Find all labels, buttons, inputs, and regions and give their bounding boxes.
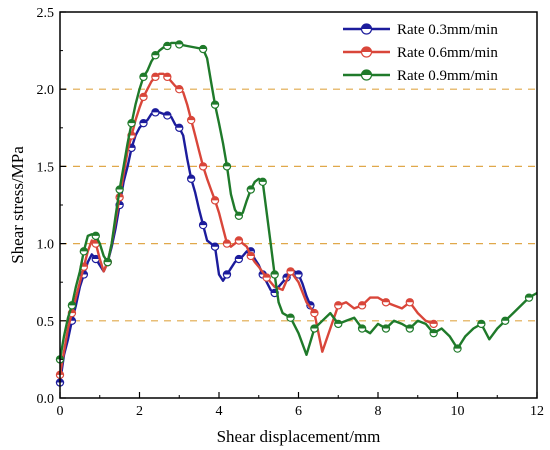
y-tick-label: 2.5 [37,6,55,21]
legend-label: Rate 0.3mm/min [397,22,498,38]
x-tick-label: 8 [375,404,382,419]
data-point [381,298,391,307]
data-point [429,328,438,338]
x-tick-label: 0 [57,404,64,419]
data-point [163,72,172,82]
data-point [127,118,136,128]
data-point [198,220,208,230]
data-point [175,40,184,49]
data-point [286,267,295,276]
data-point [477,319,486,329]
data-point [262,273,271,282]
data-point [310,308,319,318]
data-point [294,270,303,279]
legend-marker [360,46,373,58]
legend-item: Rate 0.3mm/min [343,22,498,38]
data-point [429,319,438,329]
data-point [524,293,534,302]
data-point [222,162,232,171]
data-point [115,185,124,194]
data-point [67,301,77,310]
legend-marker [360,69,373,81]
data-point [234,211,244,221]
legend-item: Rate 0.9mm/min [343,68,498,84]
y-tick-label: 1.5 [37,160,55,175]
data-point [453,344,462,353]
data-point [151,108,160,117]
data-point [151,72,160,82]
data-point [286,313,295,322]
data-point [175,123,184,133]
data-point [91,231,100,241]
legend-label: Rate 0.6mm/min [397,45,498,61]
series-3 [55,40,538,364]
data-point [405,324,414,333]
data-point [175,84,184,94]
data-point [357,301,367,310]
x-tick-label: 6 [295,404,302,419]
y-tick-label: 2.0 [37,83,55,98]
data-point [210,242,220,251]
legend-item: Rate 0.6mm/min [343,45,498,61]
data-point [210,100,220,109]
data-point [198,44,208,54]
data-point [139,92,148,102]
x-tick-label: 10 [451,404,465,419]
legend: Rate 0.3mm/min Rate 0.6mm/min Rate 0.9mm/m… [343,22,498,84]
data-point [234,236,244,245]
data-point [139,118,148,128]
data-point [163,41,172,51]
data-point [186,174,196,183]
data-point [357,324,367,333]
data-point [198,162,208,171]
series-layer [55,40,538,387]
data-point [246,185,255,194]
legend-marker [360,23,373,35]
data-point [381,324,391,333]
data-point [270,270,279,279]
x-tick-label: 4 [216,404,223,419]
x-axis-title: Shear displacement/mm [217,427,381,446]
data-point [258,177,267,187]
data-point [501,316,510,325]
data-point [334,301,343,310]
data-point [210,196,220,205]
data-point [222,239,232,248]
data-point [103,257,112,267]
data-point [151,51,160,60]
data-point [310,324,319,333]
data-point [139,72,148,82]
data-point [222,270,232,279]
axis-ticks: 0 2 4 6 8 10 12 0.0 0.5 1.0 1.5 2.0 2.5 [37,6,545,419]
y-axis-title: Shear stress/MPa [8,146,27,264]
data-point [246,251,255,261]
data-point [79,247,89,256]
data-point [405,298,414,307]
data-point [186,115,196,125]
y-tick-label: 0.5 [37,315,55,330]
legend-label: Rate 0.9mm/min [397,68,498,84]
data-point [334,319,343,329]
y-tick-label: 1.0 [37,238,55,253]
data-point [234,254,244,264]
data-point [163,111,172,120]
x-tick-label: 12 [530,404,544,419]
y-tick-label: 0.0 [37,392,55,407]
x-tick-label: 2 [136,404,143,419]
